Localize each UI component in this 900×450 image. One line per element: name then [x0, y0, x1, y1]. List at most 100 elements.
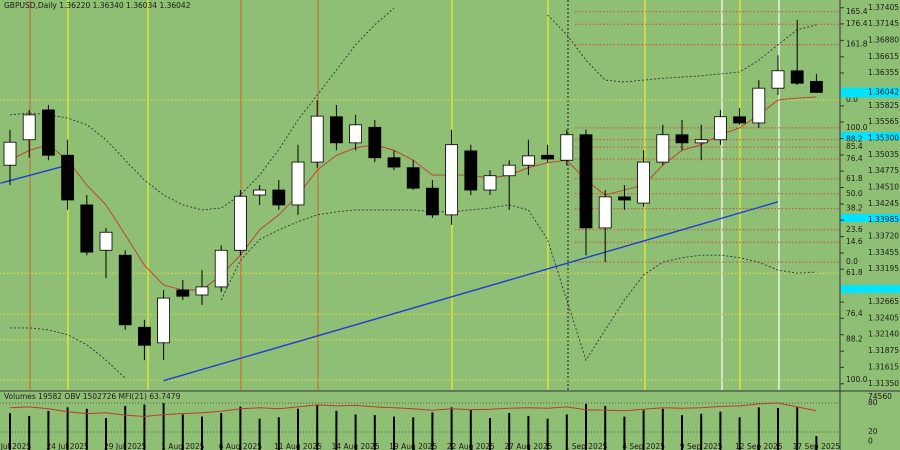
alert-box — [841, 285, 900, 293]
candle-body — [483, 175, 497, 191]
y-tick-label: 1.32405 — [868, 313, 899, 322]
alert-box — [841, 214, 900, 222]
candle-body — [329, 116, 343, 144]
candle-body — [195, 286, 209, 296]
fib-label: 61.8 — [846, 174, 863, 183]
indicator-line — [10, 204, 817, 379]
candle-body — [349, 124, 363, 144]
y-tick-label: 1.32665 — [868, 297, 899, 306]
candle-body — [272, 189, 286, 206]
candle-body — [714, 116, 727, 141]
y-tick-label: 1.31615 — [868, 362, 899, 371]
candle-body — [464, 150, 478, 191]
fib-label: 14.6 — [846, 237, 863, 246]
fib-label: 88.2 — [846, 335, 863, 344]
candle-body — [80, 204, 94, 253]
candle-body — [541, 154, 554, 160]
last-price: 1.36042 — [868, 87, 899, 96]
candle-body — [291, 161, 305, 206]
candle-body — [810, 80, 823, 93]
fib-label: 76.4 — [846, 309, 863, 318]
candle-body — [598, 196, 612, 229]
candle-body — [387, 157, 401, 168]
y-tick-label: 1.33985 — [868, 215, 899, 224]
candle-body — [675, 134, 689, 144]
candle-body — [656, 134, 670, 163]
mfi-line — [9, 402, 817, 418]
mfi-tick-label: 80 — [868, 398, 878, 407]
y-tick-label: 1.36615 — [868, 52, 899, 61]
y-tick-label: 1.33455 — [868, 248, 899, 257]
volume-tick-label: 74560 — [868, 392, 892, 401]
y-tick-label: 1.34775 — [868, 166, 899, 175]
fib-label: 161.8 — [846, 40, 868, 49]
y-tick-label: 1.35825 — [868, 101, 899, 110]
y-tick-label: 1.37145 — [868, 19, 899, 28]
candle-body — [502, 164, 516, 177]
y-tick-label: 1.36880 — [868, 35, 899, 44]
candle-body — [368, 126, 382, 159]
y-tick-label: 1.35300 — [868, 133, 899, 142]
indicator-line — [9, 7, 817, 211]
candle-body — [61, 154, 74, 201]
y-tick-label: 1.36355 — [868, 68, 899, 77]
candle-body — [406, 167, 420, 189]
fib-label: 0.0 — [846, 257, 858, 266]
candle-body — [522, 155, 535, 166]
fib-label: 88.2 — [846, 135, 863, 144]
candle-body — [118, 254, 132, 326]
y-tick-label: 1.35565 — [868, 117, 899, 126]
candle-body — [618, 196, 631, 201]
fib-label: 100.0 — [846, 375, 868, 384]
y-tick-label: 1.34245 — [868, 199, 899, 208]
indicator-title: Volumes 19582 OBV 1502726 MFI(21) 63.747… — [4, 392, 181, 401]
candle-body — [560, 134, 574, 161]
candle-body — [579, 134, 593, 229]
candle-body — [233, 195, 247, 251]
y-tick-label: 1.33195 — [868, 264, 899, 273]
candle-body — [42, 109, 55, 156]
candle-body — [176, 289, 190, 297]
candle-body — [790, 70, 804, 84]
fib-label: 50.0 — [846, 189, 863, 198]
indicator-line — [9, 96, 817, 291]
trendline — [163, 201, 779, 382]
alert-box — [841, 132, 900, 140]
fib-label: 23.6 — [846, 225, 863, 234]
candle-body — [22, 114, 36, 141]
candle-body — [310, 115, 324, 163]
fib-label: 176.4 — [846, 19, 868, 28]
fib-label: 76.4 — [846, 154, 863, 163]
mfi-tick-label: 20 — [868, 427, 878, 436]
trendline — [0, 164, 68, 184]
fib-label: 0.0 — [846, 95, 858, 104]
candle-body — [752, 87, 766, 124]
price-box — [841, 87, 900, 98]
y-tick-label: 1.35035 — [868, 150, 899, 159]
candle-body — [157, 297, 171, 344]
candle-body — [253, 189, 267, 196]
candle-body — [694, 139, 708, 144]
y-tick-label: 1.32140 — [868, 330, 899, 339]
y-tick-label: 1.31875 — [868, 346, 899, 355]
fib-label: 38.2 — [846, 204, 863, 213]
fib-label: 100.0 — [846, 123, 868, 132]
candle-body — [99, 231, 113, 251]
fib-label: 61.8 — [846, 268, 863, 277]
y-tick-label: 1.34510 — [868, 183, 899, 192]
candle-body — [137, 326, 151, 346]
candle-body — [445, 144, 459, 216]
candle-body — [771, 70, 785, 89]
candle-body — [733, 116, 746, 124]
candle-body — [214, 249, 228, 288]
y-tick-label: 1.31350 — [868, 379, 899, 388]
chart-title: GBPUSD,Daily 1.36220 1.36340 1.36034 1.3… — [4, 1, 191, 10]
y-tick-label: 1.33720 — [868, 232, 899, 241]
mfi-tick-label: 0 — [868, 437, 873, 446]
fib-label: 165.4 — [846, 7, 868, 16]
y-tick-label: 1.37405 — [868, 3, 899, 12]
candle-body — [637, 161, 650, 204]
fib-label: 85.4 — [846, 142, 863, 151]
